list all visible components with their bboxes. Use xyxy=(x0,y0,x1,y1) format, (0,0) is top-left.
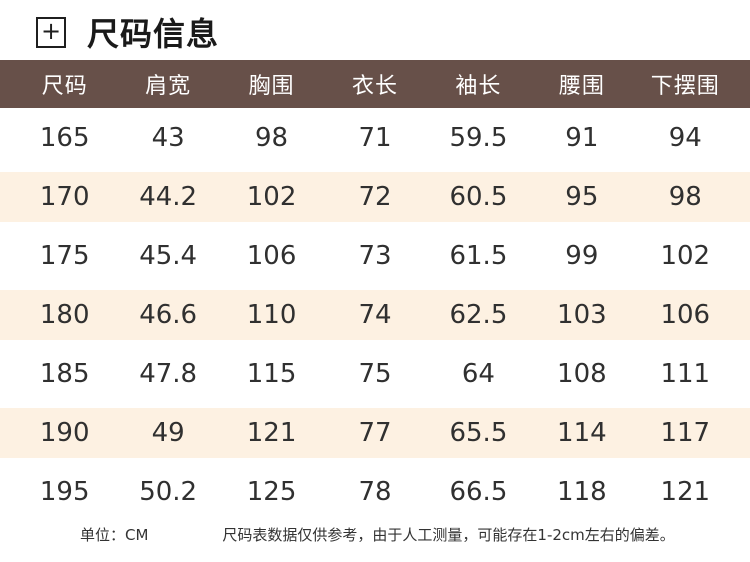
table-cell: 115 xyxy=(246,358,297,389)
table-cell: 175 xyxy=(39,240,90,271)
table-row: 175 45.4 106 73 61.5 99 102 xyxy=(0,226,750,285)
table-cell: 125 xyxy=(246,476,297,507)
table-cell: 165 xyxy=(39,122,90,153)
table-cell: 102 xyxy=(246,181,297,212)
column-header-waist: 腰围 xyxy=(558,74,605,99)
table-cell: 74 xyxy=(358,299,392,330)
table-cell: 45.4 xyxy=(139,240,198,271)
table-cell: 47.8 xyxy=(139,358,198,389)
table-footnote: 单位：CM 尺码表数据仅供参考，由于人工测量，可能存在1-2cm左右的偏差。 xyxy=(0,524,750,545)
table-row: 185 47.8 115 75 64 108 111 xyxy=(0,344,750,403)
table-cell: 75 xyxy=(358,358,392,389)
table-row: 170 44.2 102 72 60.5 95 98 xyxy=(0,167,750,226)
unit-label: 单位：CM xyxy=(80,526,149,544)
column-header-chest: 胸围 xyxy=(248,74,295,99)
table-cell: 71 xyxy=(358,122,392,153)
table-cell: 50.2 xyxy=(139,476,198,507)
table-cell: 73 xyxy=(358,240,392,271)
table-cell: 195 xyxy=(39,476,90,507)
table-cell: 121 xyxy=(660,476,711,507)
table-cell: 98 xyxy=(255,122,289,153)
table-cell: 121 xyxy=(246,417,297,448)
table-cell: 77 xyxy=(358,417,392,448)
size-table: 尺码 肩宽 胸围 衣长 袖长 腰围 下摆围 165 43 98 71 59.5 … xyxy=(0,60,750,521)
plus-icon-glyph: + xyxy=(40,17,62,45)
table-cell: 43 xyxy=(151,122,185,153)
table-cell: 95 xyxy=(565,181,599,212)
table-cell: 62.5 xyxy=(449,299,508,330)
table-cell: 117 xyxy=(660,417,711,448)
table-cell: 185 xyxy=(39,358,90,389)
table-cell: 64 xyxy=(461,358,495,389)
column-header-length: 衣长 xyxy=(351,74,398,99)
table-row: 195 50.2 125 78 66.5 118 121 xyxy=(0,462,750,521)
table-cell: 106 xyxy=(246,240,297,271)
table-cell: 114 xyxy=(557,417,607,448)
page-title: 尺码信息 xyxy=(87,15,220,53)
section-title-bar: + 尺码信息 xyxy=(0,0,750,60)
table-cell: 61.5 xyxy=(449,240,508,271)
table-header-row: 尺码 肩宽 胸围 衣长 袖长 腰围 下摆围 xyxy=(0,60,750,108)
plus-icon: + xyxy=(36,16,66,48)
disclaimer-text: 尺码表数据仅供参考，由于人工测量，可能存在1-2cm左右的偏差。 xyxy=(222,526,675,544)
table-cell: 99 xyxy=(565,240,599,271)
table-row: 190 49 121 77 65.5 114 117 xyxy=(0,403,750,462)
table-cell: 106 xyxy=(660,299,711,330)
table-cell: 103 xyxy=(557,299,607,330)
table-cell: 111 xyxy=(660,358,711,389)
table-row: 180 46.6 110 74 62.5 103 106 xyxy=(0,285,750,344)
table-cell: 65.5 xyxy=(449,417,508,448)
column-header-sleeve: 袖长 xyxy=(455,74,502,99)
table-cell: 59.5 xyxy=(449,122,508,153)
column-header-size: 尺码 xyxy=(41,74,88,99)
column-header-shoulder: 肩宽 xyxy=(145,74,192,99)
table-cell: 60.5 xyxy=(449,181,508,212)
table-cell: 44.2 xyxy=(139,181,198,212)
table-cell: 102 xyxy=(660,240,711,271)
table-cell: 180 xyxy=(39,299,90,330)
table-cell: 66.5 xyxy=(449,476,508,507)
table-cell: 170 xyxy=(39,181,90,212)
table-cell: 78 xyxy=(358,476,392,507)
column-header-hem: 下摆围 xyxy=(650,74,720,99)
table-cell: 190 xyxy=(39,417,90,448)
table-row: 165 43 98 71 59.5 91 94 xyxy=(0,108,750,167)
table-cell: 91 xyxy=(565,122,599,153)
table-cell: 72 xyxy=(358,181,392,212)
table-cell: 49 xyxy=(151,417,185,448)
table-cell: 94 xyxy=(668,122,702,153)
table-cell: 108 xyxy=(557,358,607,389)
table-cell: 110 xyxy=(246,299,297,330)
table-cell: 46.6 xyxy=(139,299,198,330)
table-cell: 98 xyxy=(668,181,702,212)
table-cell: 118 xyxy=(557,476,607,507)
